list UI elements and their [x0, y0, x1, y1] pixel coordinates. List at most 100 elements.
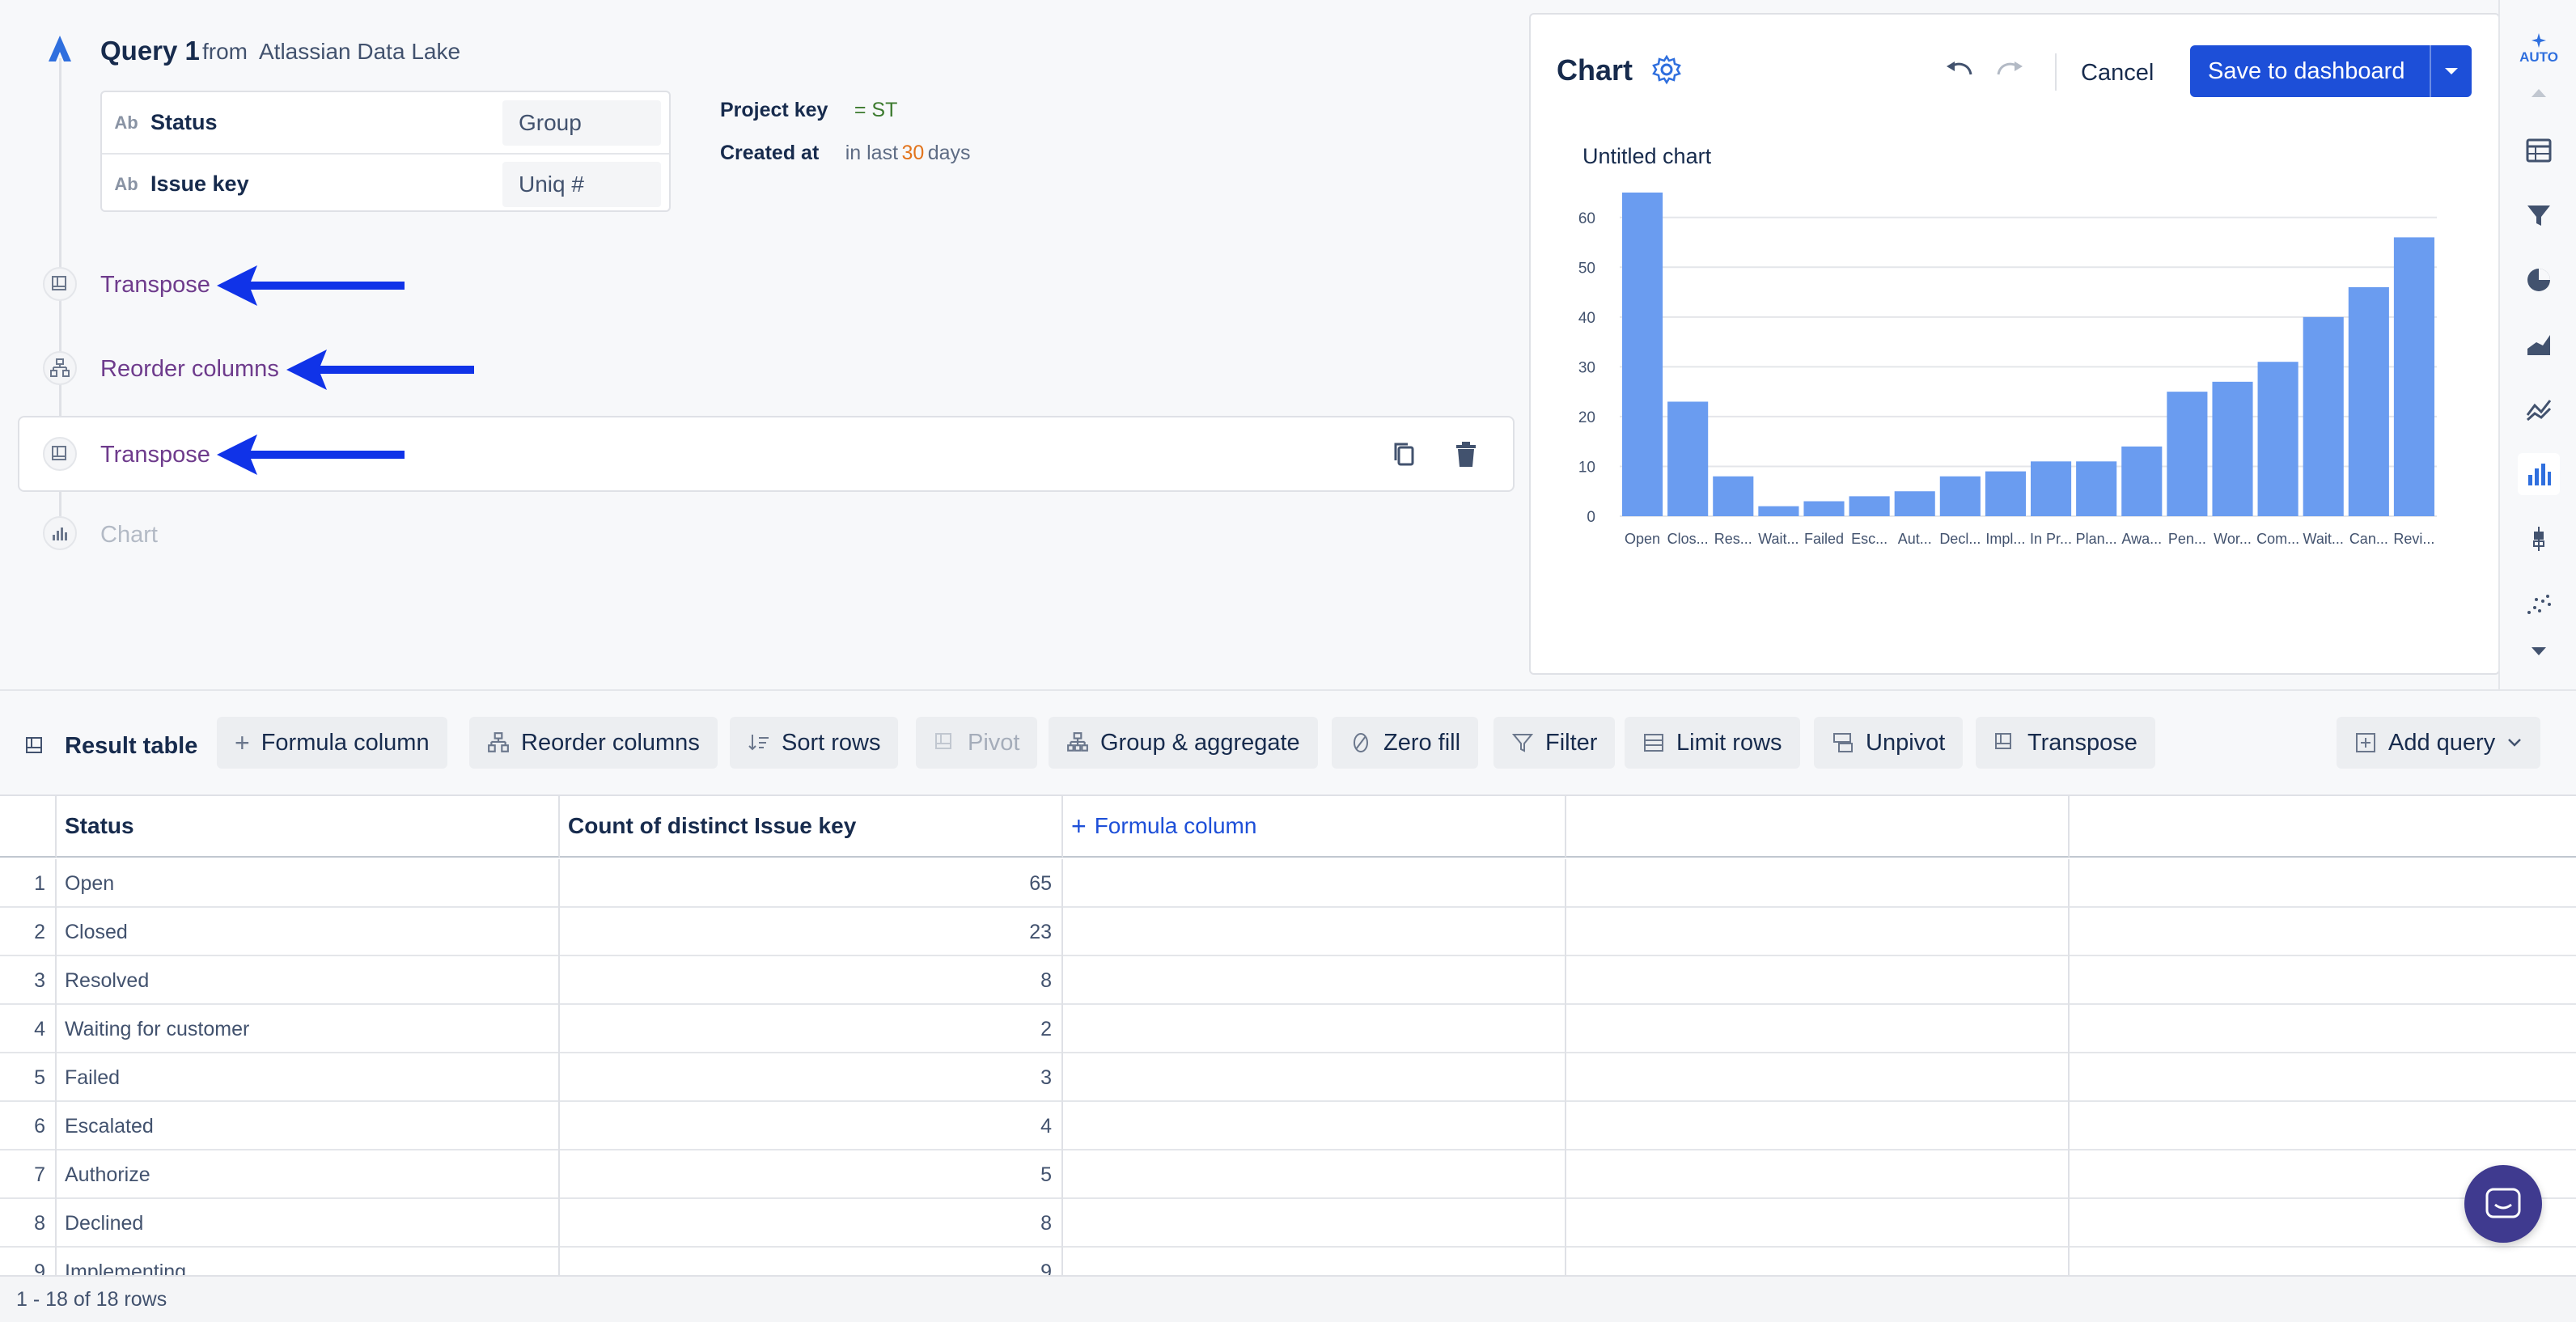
query-source[interactable]: Atlassian Data Lake	[259, 39, 461, 64]
step-chart[interactable]: Chart	[100, 522, 158, 548]
count-cell[interactable]: 2	[560, 1005, 1063, 1053]
table-row[interactable]: 7 Authorize 5	[0, 1150, 2576, 1199]
unpivot-button[interactable]: Unpivot	[1814, 717, 1964, 769]
count-cell[interactable]: 5	[560, 1150, 1063, 1199]
add-query-button[interactable]: Add query	[2337, 717, 2541, 769]
result-table-tab[interactable]: Result table	[24, 733, 197, 760]
status-cell[interactable]: Resolved	[57, 956, 560, 1005]
reorder-columns-button[interactable]: Reorder columns	[469, 717, 718, 769]
query-title[interactable]: Query 1	[100, 36, 200, 66]
bar[interactable]	[2121, 446, 2163, 516]
line-chart-icon[interactable]	[2518, 388, 2560, 430]
row-number[interactable]: 3	[0, 956, 57, 1005]
pie-chart-icon[interactable]	[2518, 259, 2560, 301]
status-cell[interactable]: Failed	[57, 1053, 560, 1102]
row-number[interactable]: 8	[0, 1199, 57, 1248]
save-to-dashboard-button[interactable]: Save to dashboard	[2190, 45, 2472, 97]
status-cell[interactable]: Open	[57, 859, 560, 908]
table-row[interactable]: 3 Resolved 8	[0, 956, 2576, 1005]
status-cell[interactable]: Authorize	[57, 1150, 560, 1199]
row-number[interactable]: 9	[0, 1248, 57, 1275]
count-cell[interactable]: 4	[560, 1102, 1063, 1150]
limit-rows-button[interactable]: Limit rows	[1625, 717, 1800, 769]
row-number[interactable]: 6	[0, 1102, 57, 1150]
add-formula-column-header[interactable]: + Formula column	[1063, 796, 1566, 858]
scatter-chart-icon[interactable]	[2518, 583, 2560, 625]
bar[interactable]	[1758, 506, 1799, 516]
count-cell[interactable]: 8	[560, 1199, 1063, 1248]
bar[interactable]	[2257, 362, 2298, 516]
bar[interactable]	[1894, 491, 1935, 516]
status-cell[interactable]: Implementing	[57, 1248, 560, 1275]
row-number[interactable]: 2	[0, 908, 57, 956]
candlestick-chart-icon[interactable]	[2518, 518, 2560, 560]
area-chart-icon[interactable]	[2518, 324, 2560, 366]
transpose-button[interactable]: Transpose	[1976, 717, 2155, 769]
table-chart-icon[interactable]	[2518, 129, 2560, 172]
sort-rows-button[interactable]: Sort rows	[730, 717, 899, 769]
bar[interactable]	[1939, 476, 1981, 516]
filter-created-at[interactable]: Created at in last 30 days	[720, 142, 971, 165]
pivot-button[interactable]: Pivot	[916, 717, 1038, 769]
column-header-status[interactable]: Status	[57, 796, 560, 858]
count-cell[interactable]: 3	[560, 1053, 1063, 1102]
table-row[interactable]: 9 Implementing 9	[0, 1248, 2576, 1275]
step-transpose-2[interactable]: Transpose	[100, 442, 210, 468]
count-cell[interactable]: 23	[560, 908, 1063, 956]
bar[interactable]	[2167, 392, 2208, 516]
scroll-down-icon[interactable]	[2518, 639, 2560, 663]
table-row[interactable]: 1 Open 65	[0, 859, 2576, 908]
bar[interactable]	[1985, 471, 2026, 516]
gear-icon[interactable]	[1650, 53, 1683, 86]
count-cell[interactable]: 65	[560, 859, 1063, 908]
table-row[interactable]: 5 Failed 3	[0, 1053, 2576, 1102]
group-aggregate-button[interactable]: Group & aggregate	[1049, 717, 1318, 769]
bar[interactable]	[2076, 461, 2117, 516]
zero-fill-button[interactable]: Zero fill	[1332, 717, 1479, 769]
chevron-down-icon[interactable]	[2430, 45, 2472, 97]
step-reorder-columns[interactable]: Reorder columns	[100, 356, 279, 382]
bar[interactable]	[1713, 476, 1754, 516]
field-aggregation-select[interactable]: Group	[502, 100, 661, 146]
bar[interactable]	[2393, 237, 2434, 516]
bar[interactable]	[2031, 461, 2072, 516]
auto-chart-button[interactable]: AUTO	[2518, 24, 2560, 73]
bar[interactable]	[1667, 401, 1709, 516]
funnel-chart-icon[interactable]	[2518, 194, 2560, 236]
bar[interactable]	[2303, 316, 2344, 516]
count-cell[interactable]: 9	[560, 1248, 1063, 1275]
bar-chart-icon[interactable]	[2518, 453, 2560, 495]
count-cell[interactable]: 8	[560, 956, 1063, 1005]
table-row[interactable]: 6 Escalated 4	[0, 1102, 2576, 1150]
scroll-up-icon[interactable]	[2518, 81, 2560, 105]
undo-icon[interactable]	[1943, 57, 1976, 86]
formula-column-button[interactable]: + Formula column	[217, 717, 447, 769]
step-transpose-1[interactable]: Transpose	[100, 272, 210, 298]
status-cell[interactable]: Closed	[57, 908, 560, 956]
filter-button[interactable]: Filter	[1493, 717, 1616, 769]
cancel-button[interactable]: Cancel	[2081, 60, 2154, 86]
table-row[interactable]: 8 Declined 8	[0, 1199, 2576, 1248]
trash-icon[interactable]	[1450, 439, 1482, 471]
bar[interactable]	[2212, 381, 2253, 516]
redo-icon[interactable]	[1993, 57, 2026, 86]
step-row-selected[interactable]	[18, 416, 1515, 492]
bar[interactable]	[1622, 193, 1663, 516]
column-header-count[interactable]: Count of distinct Issue key	[560, 796, 1063, 858]
bar[interactable]	[1803, 501, 1845, 516]
filter-project-key[interactable]: Project key = ST	[720, 99, 897, 122]
status-cell[interactable]: Escalated	[57, 1102, 560, 1150]
status-cell[interactable]: Declined	[57, 1199, 560, 1248]
row-number[interactable]: 7	[0, 1150, 57, 1199]
row-number[interactable]: 1	[0, 859, 57, 908]
duplicate-icon[interactable]	[1388, 439, 1421, 471]
bar[interactable]	[2348, 286, 2389, 516]
row-number[interactable]: 4	[0, 1005, 57, 1053]
table-row[interactable]: 2 Closed 23	[0, 908, 2576, 956]
field-row-issue-key[interactable]: Ab Issue key Uniq #	[102, 153, 669, 214]
bar[interactable]	[1849, 496, 1890, 516]
field-row-status[interactable]: Ab Status Group	[102, 92, 669, 153]
status-cell[interactable]: Waiting for customer	[57, 1005, 560, 1053]
row-number[interactable]: 5	[0, 1053, 57, 1102]
field-aggregation-select[interactable]: Uniq #	[502, 161, 661, 207]
